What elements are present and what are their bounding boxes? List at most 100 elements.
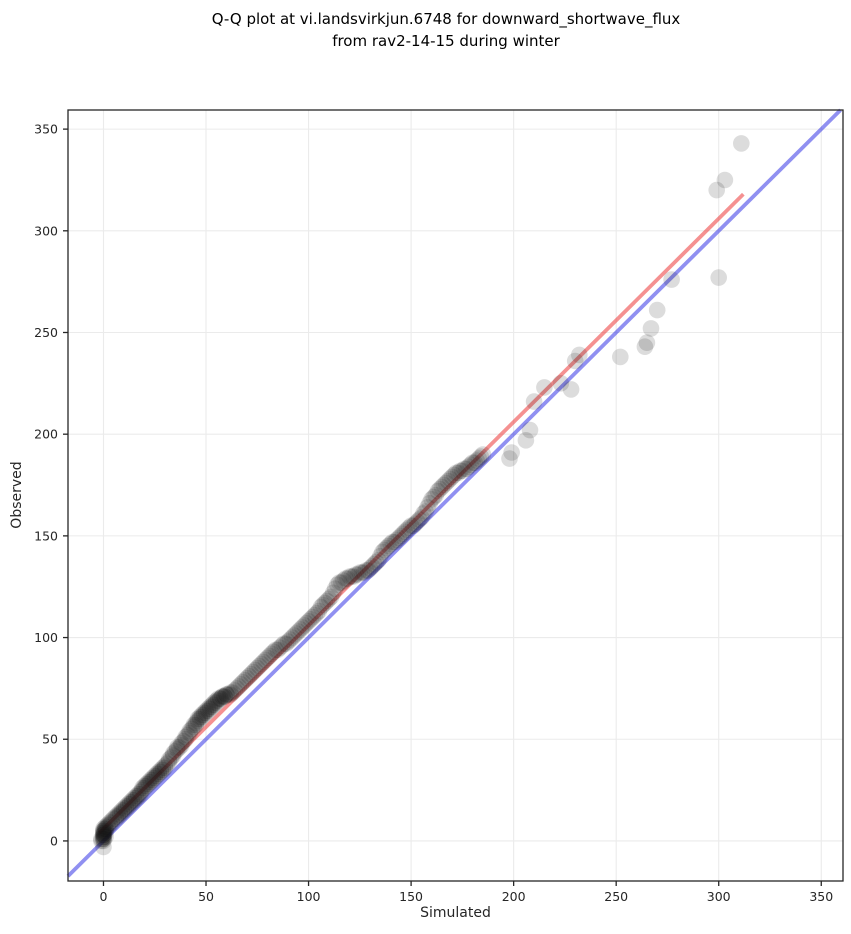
scatter-point [472, 448, 490, 465]
scatter-point [136, 779, 153, 797]
scatter-point [396, 523, 414, 541]
scatter-point [138, 777, 155, 795]
scatter-point [193, 706, 211, 724]
scatter-points [93, 135, 750, 856]
scatter-point [464, 454, 481, 472]
x-axis-label: Simulated [420, 905, 491, 921]
scatter-point [148, 765, 166, 783]
scatter-point [273, 637, 291, 654]
scatter-point [148, 767, 166, 785]
scatter-point [466, 454, 484, 472]
x-tick-label: 200 [502, 889, 526, 904]
scatter-point [308, 604, 326, 622]
scatter-point [394, 525, 412, 543]
scatter-point [525, 393, 543, 410]
scatter-point [95, 820, 112, 837]
scatter-point [222, 684, 239, 701]
scatter-point [199, 702, 217, 720]
scatter-point [185, 718, 202, 736]
scatter-point [460, 458, 477, 476]
scatter-point [150, 765, 168, 783]
scatter-point [173, 737, 190, 754]
scatter-point [501, 450, 518, 467]
fit-line [98, 192, 745, 835]
scatter-point [642, 320, 660, 337]
scatter-point [470, 450, 488, 467]
scatter-point [306, 606, 324, 624]
scatter-point [431, 480, 449, 498]
scatter-point [144, 769, 161, 787]
scatter-point [283, 629, 301, 646]
scatter-point [435, 476, 453, 494]
scatter-point [300, 613, 317, 630]
scatter-point [134, 781, 151, 799]
scatter-point [97, 820, 114, 837]
scatter-point [109, 808, 127, 825]
scatter-point [97, 818, 114, 835]
scatter-point [101, 816, 118, 833]
scatter-point [454, 462, 471, 480]
scatter-point [234, 674, 252, 691]
scatter-point [425, 488, 443, 506]
scatter-point [450, 464, 467, 482]
scatter-point [290, 623, 307, 640]
y-tick-label: 300 [34, 223, 58, 238]
scatter-point [353, 564, 371, 581]
scatter-point [423, 491, 440, 508]
scatter-point [216, 688, 233, 705]
scatter-point [304, 608, 322, 626]
scatter-point [146, 767, 163, 785]
scatter-point [355, 564, 373, 581]
scatter-point [296, 617, 313, 634]
scatter-point [374, 543, 391, 561]
scatter-point [230, 678, 248, 695]
scatter-point [566, 352, 584, 370]
y-tick-label: 50 [42, 732, 58, 747]
y-tick-label: 100 [34, 630, 58, 645]
scatter-point [111, 806, 129, 823]
scatter-point [663, 271, 680, 288]
scatter-point [201, 700, 219, 717]
scatter-point [154, 759, 172, 776]
scatter-point [181, 724, 198, 742]
scatter-point [716, 171, 734, 189]
scatter-point [208, 694, 225, 711]
scatter-point [341, 568, 358, 585]
scatter-point [123, 792, 141, 809]
scatter-point [390, 529, 408, 547]
y-tick-label: 350 [34, 122, 58, 137]
scatter-point [156, 757, 174, 774]
scatter-point [536, 379, 553, 396]
scatter-point [402, 517, 420, 534]
scatter-point [363, 558, 381, 575]
scatter-point [191, 710, 209, 728]
scatter-point [285, 627, 303, 644]
scatter-point [212, 690, 229, 707]
scatter-point [552, 375, 570, 392]
scatter-point [406, 515, 424, 532]
scatter-point [95, 826, 112, 844]
scatter-point [103, 812, 120, 829]
scatter-point [329, 576, 346, 593]
scatter-point [203, 698, 221, 715]
scatter-point [232, 676, 250, 693]
grid [68, 110, 843, 881]
scatter-point [242, 665, 260, 683]
scatter-point [226, 682, 243, 699]
scatter-point [111, 804, 129, 821]
scatter-point [255, 653, 272, 671]
scatter-point [378, 539, 395, 557]
scatter-point [140, 775, 157, 793]
scatter-point [238, 669, 256, 687]
scatter-point [119, 796, 137, 813]
scatter-point [316, 594, 334, 612]
scatter-point [365, 556, 383, 573]
scatter-point [142, 773, 159, 791]
scatter-point [320, 590, 338, 608]
scatter-point [331, 574, 348, 591]
scatter-point [322, 588, 340, 606]
scatter-point [433, 478, 451, 496]
scatter-point [197, 702, 215, 720]
